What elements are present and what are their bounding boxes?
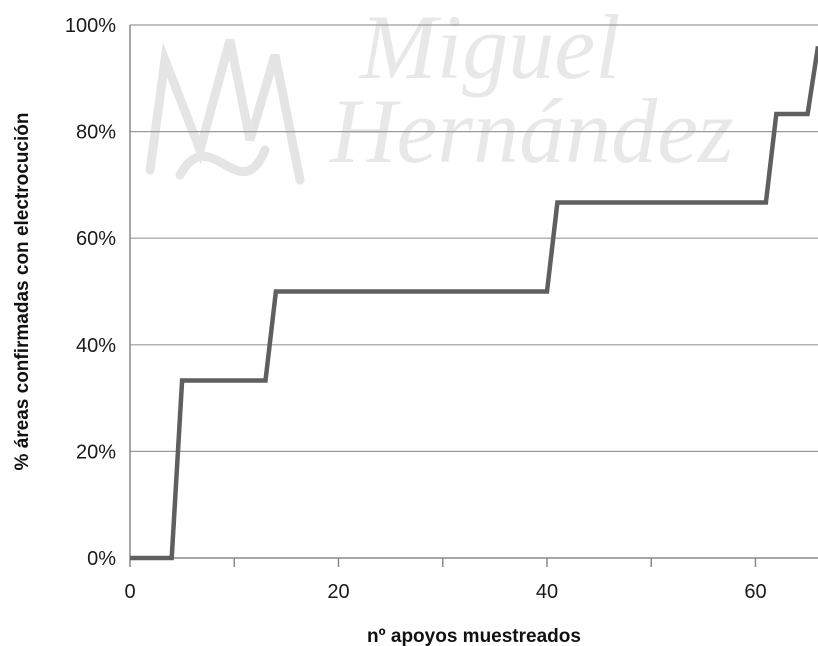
watermark: Miguel Hernández [145,0,734,185]
watermark-logo [145,38,305,185]
y-tick-label-80: 80% [76,122,116,144]
tick-labels: 0% 20% 40% 60% 80% 100% 0 20 40 60 [65,15,767,603]
series [130,45,818,561]
y-axis-title: % áreas confirmadas con electrocución [12,113,33,471]
x-tick-label-60: 60 [744,581,766,603]
y-tick-label-0: 0% [87,548,116,570]
axes [129,25,818,567]
y-tick-label-20: 20% [76,441,116,463]
watermark-text-line1: Miguel [358,0,621,98]
x-tick-label-20: 20 [327,581,349,603]
x-tick-label-0: 0 [124,581,135,603]
x-axis-title: nº apoyos muestreados [367,626,581,646]
gridlines [130,24,818,452]
series-line-0 [130,45,818,561]
x-tick-label-40: 40 [536,581,558,603]
y-tick-label-60: 60% [76,228,116,250]
y-tick-label-40: 40% [76,335,116,357]
y-tick-label-100: 100% [65,15,116,37]
